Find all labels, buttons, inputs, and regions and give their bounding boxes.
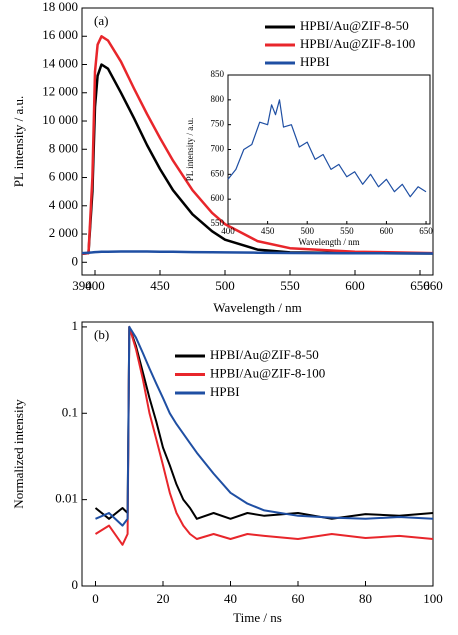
x-axis-title: Wavelength / nm bbox=[298, 237, 359, 247]
x-tick-label: 450 bbox=[261, 226, 275, 236]
y-tick-label: 16 000 bbox=[42, 27, 78, 42]
legend-label: HPBI bbox=[210, 384, 240, 399]
y-tick-label: 4 000 bbox=[49, 197, 78, 212]
plot-frame bbox=[81, 321, 434, 587]
x-tick-label: 60 bbox=[292, 591, 305, 606]
x-tick-label: 80 bbox=[359, 591, 372, 606]
x-tick-label: 550 bbox=[280, 278, 300, 293]
x-tick-label: 500 bbox=[215, 278, 235, 293]
x-axis-title: Time / ns bbox=[233, 610, 282, 625]
y-tick-label: 800 bbox=[211, 94, 225, 104]
series-line bbox=[227, 99, 427, 198]
plot-frame bbox=[81, 7, 434, 276]
x-tick-label: 40 bbox=[224, 591, 237, 606]
series-line bbox=[81, 250, 434, 255]
legend-label: HPBI/Au@ZIF-8-50 bbox=[300, 18, 409, 33]
x-tick-label: 600 bbox=[380, 226, 394, 236]
x-axis-title: Wavelength / nm bbox=[213, 300, 302, 315]
legend-label: HPBI/Au@ZIF-8-100 bbox=[300, 36, 415, 51]
x-tick-label: 650 bbox=[419, 226, 433, 236]
y-axis-title: PL intensity / a.u. bbox=[11, 96, 26, 188]
y-axis-title: Normalized intensity bbox=[11, 399, 26, 509]
x-tick-label: 450 bbox=[150, 278, 170, 293]
y-tick-label: 10 000 bbox=[42, 112, 78, 127]
x-tick-label: 0 bbox=[92, 591, 99, 606]
y-tick-label: 0 bbox=[72, 577, 79, 592]
series-line bbox=[81, 35, 434, 256]
x-tick-label: 400 bbox=[221, 226, 235, 236]
y-tick-label: 600 bbox=[211, 193, 225, 203]
y-tick-label: 14 000 bbox=[42, 55, 78, 70]
x-tick-label: 400 bbox=[85, 278, 105, 293]
y-tick-label: 2 000 bbox=[49, 225, 78, 240]
x-tick-label: 600 bbox=[345, 278, 365, 293]
x-tick-label: 660 bbox=[423, 278, 443, 293]
y-axis-title: PL intensity / a.u. bbox=[185, 118, 195, 181]
series-line bbox=[95, 325, 434, 527]
y-tick-label: 0 bbox=[72, 253, 79, 268]
y-tick-label: 0.1 bbox=[62, 404, 78, 419]
x-tick-label: 20 bbox=[157, 591, 170, 606]
panel-label: (b) bbox=[94, 327, 109, 342]
y-tick-label: 18 000 bbox=[42, 0, 78, 14]
legend-label: HPBI/Au@ZIF-8-100 bbox=[210, 365, 325, 380]
y-tick-label: 650 bbox=[211, 168, 225, 178]
y-tick-label: 550 bbox=[211, 218, 225, 228]
x-tick-label: 650 bbox=[410, 278, 430, 293]
y-tick-label: 1 bbox=[72, 318, 79, 333]
plot-frame bbox=[227, 74, 431, 225]
y-tick-label: 12 000 bbox=[42, 84, 78, 99]
x-tick-label: 550 bbox=[340, 226, 354, 236]
legend-label: HPBI bbox=[300, 54, 330, 69]
y-tick-label: 6 000 bbox=[49, 169, 78, 184]
y-tick-label: 750 bbox=[211, 119, 225, 129]
y-tick-label: 700 bbox=[211, 144, 225, 154]
x-tick-label: 500 bbox=[300, 226, 314, 236]
y-tick-label: 850 bbox=[211, 69, 225, 79]
y-tick-label: 8 000 bbox=[49, 140, 78, 155]
legend-label: HPBI/Au@ZIF-8-50 bbox=[210, 347, 319, 362]
panel-label: (a) bbox=[94, 13, 108, 28]
y-tick-label: 0.01 bbox=[55, 491, 78, 506]
x-tick-label: 100 bbox=[423, 591, 443, 606]
x-tick-label: 390 bbox=[72, 278, 92, 293]
